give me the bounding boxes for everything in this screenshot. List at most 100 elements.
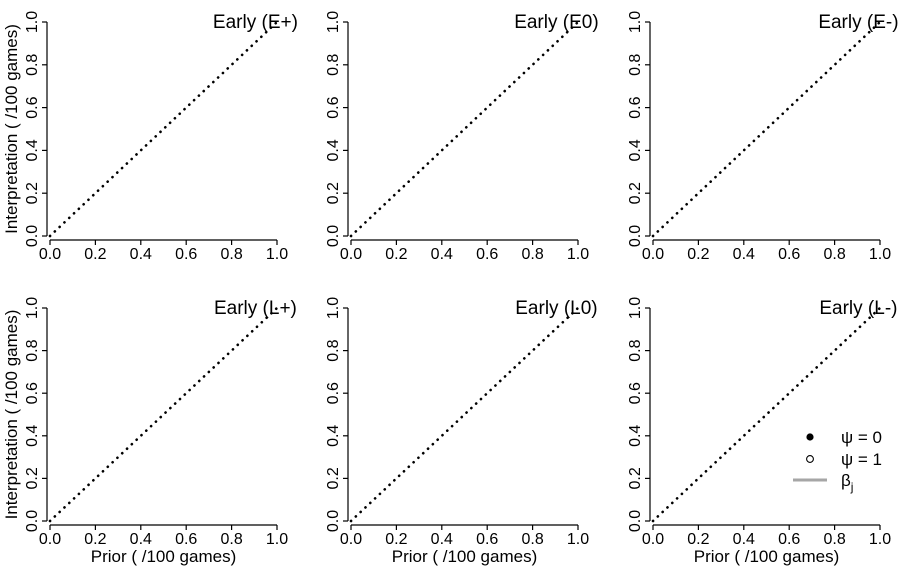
y-tick-label: 0.6: [627, 382, 644, 404]
legend-open-circle-marker: [806, 455, 814, 463]
x-tick-label: 0.8: [823, 531, 845, 548]
legend-label-main: β: [841, 471, 851, 490]
x-tick-label: 0.8: [521, 246, 543, 263]
identity-dotted-line: [48, 20, 279, 238]
y-tick-label: 0.6: [325, 382, 342, 404]
y-tick-label: 0.8: [24, 54, 41, 76]
legend-label-main: ψ = 1: [841, 450, 882, 469]
x-tick-label: 0.6: [778, 246, 800, 263]
y-tick-label: 0.6: [24, 382, 41, 404]
x-tick-label: 0.6: [476, 246, 498, 263]
x-axis-title: Prior ( /100 games): [694, 547, 840, 566]
identity-dotted-line: [651, 306, 882, 523]
x-tick-label: 1.0: [567, 531, 589, 548]
x-axis-title: Prior ( /100 games): [91, 547, 237, 566]
legend-label-main: ψ = 0: [841, 428, 882, 447]
y-tick-label: 0.6: [325, 96, 342, 118]
x-tick-label: 0.0: [39, 531, 61, 548]
y-tick-label: 0.2: [627, 182, 644, 204]
legend-label: βj: [841, 471, 853, 494]
y-tick-label: 0.4: [24, 425, 41, 447]
y-tick-label: 0.2: [627, 467, 644, 489]
y-tick-label: 0.0: [627, 225, 644, 247]
y-tick-label: 0.8: [627, 54, 644, 76]
panel-title: Early (E0): [514, 12, 598, 33]
x-tick-label: 0.2: [385, 531, 407, 548]
x-axis-title: Prior ( /100 games): [392, 547, 538, 566]
y-tick-label: 0.8: [627, 339, 644, 361]
x-tick-label: 0.4: [130, 531, 152, 548]
y-tick-label: 0.2: [24, 182, 41, 204]
x-tick-label: 0.2: [687, 531, 709, 548]
x-tick-label: 0.4: [431, 531, 453, 548]
chart-panel-1: 0.0 0.2 0.4 0.6 0.8 1.00.00.20.40.60.81.0Inte…: [2, 11, 298, 263]
y-tick-label: 0.6: [627, 96, 644, 118]
y-tick-label: 1.0: [627, 11, 644, 33]
x-tick-label: 1.0: [266, 246, 288, 263]
x-tick-label: 0.2: [687, 246, 709, 263]
chart-panel-2: 0.0 0.2 0.4 0.6 0.8 1.0 0.0 0.2 0.4 0.6 0.8 1.0 Earl…: [325, 11, 599, 263]
legend-label: ψ = 0: [841, 428, 882, 447]
x-tick-label: 0.4: [733, 246, 755, 263]
chart-panel-4: 0.0 0.2 0.4 0.6 0.8 1.00.00.20.40.60.81.0Inte…: [2, 297, 297, 566]
y-tick-label: 1.0: [24, 11, 41, 33]
legend-label-subscript: j: [850, 480, 854, 494]
x-tick-label: 0.8: [823, 246, 845, 263]
panel-title: Early (L-): [819, 298, 897, 319]
y-axis-title: Interpretation ( /100 games): [2, 24, 21, 234]
x-tick-label: 1.0: [869, 246, 891, 263]
x-tick-label: 0.6: [778, 531, 800, 548]
y-tick-label: 0.2: [24, 467, 41, 489]
legend: ψ = 0 ψ = 1 βj: [793, 428, 882, 494]
y-tick-label: 0.4: [24, 139, 41, 161]
y-tick-label: 0.0: [627, 510, 644, 532]
x-tick-label: 0.0: [340, 531, 362, 548]
x-tick-label: 1.0: [266, 531, 288, 548]
x-tick-label: 0.8: [521, 531, 543, 548]
panel-title: Early (L0): [515, 298, 597, 319]
identity-dotted-line: [651, 20, 882, 238]
y-tick-label: 1.0: [325, 297, 342, 319]
x-tick-label: 0.4: [130, 246, 152, 263]
y-tick-label: 0.0: [24, 510, 41, 532]
y-tick-label: 1.0: [325, 11, 342, 33]
y-tick-label: 1.0: [24, 297, 41, 319]
y-tick-label: 0.0: [24, 225, 41, 247]
x-tick-label: 0.2: [84, 531, 106, 548]
x-tick-label: 0.8: [220, 246, 242, 263]
x-tick-label: 0.0: [642, 246, 664, 263]
identity-dotted-line: [349, 20, 580, 238]
y-tick-label: 0.6: [24, 96, 41, 118]
x-tick-label: 0.0: [39, 246, 61, 263]
identity-dotted-line: [349, 306, 580, 523]
y-axis-title: Interpretation ( /100 games): [2, 310, 21, 520]
x-tick-label: 0.0: [340, 246, 362, 263]
panel-title: Early (L+): [214, 298, 297, 319]
y-tick-label: 0.8: [325, 339, 342, 361]
chart-panel-5: 0.0 0.2 0.4 0.6 0.8 1.0 0.0 0.2 0.4 0.6 0.8 1.0 Prio…: [325, 297, 598, 566]
legend-label: ψ = 1: [841, 450, 882, 469]
y-tick-label: 0.8: [24, 339, 41, 361]
y-tick-label: 0.4: [325, 139, 342, 161]
y-tick-label: 0.2: [325, 467, 342, 489]
legend-filled-circle-marker: [806, 433, 814, 441]
y-tick-label: 0.4: [627, 139, 644, 161]
y-tick-label: 0.0: [325, 510, 342, 532]
chart-panel-6: 0.0 0.2 0.4 0.6 0.8 1.0 0.0 0.2 0.4 0.6 0.8 1.0 Prio…: [627, 297, 897, 566]
x-tick-label: 0.4: [733, 531, 755, 548]
y-tick-label: 0.4: [627, 425, 644, 447]
x-tick-label: 0.6: [175, 246, 197, 263]
x-tick-label: 0.4: [431, 246, 453, 263]
x-tick-label: 0.2: [385, 246, 407, 263]
panel-title: Early (E+): [213, 12, 298, 33]
y-tick-label: 0.2: [325, 182, 342, 204]
y-tick-label: 0.8: [325, 54, 342, 76]
x-tick-label: 0.8: [220, 531, 242, 548]
panel-title: Early (E-): [818, 12, 898, 33]
x-tick-label: 0.2: [84, 246, 106, 263]
y-tick-label: 1.0: [627, 297, 644, 319]
y-tick-label: 0.4: [325, 425, 342, 447]
x-tick-label: 1.0: [567, 246, 589, 263]
x-tick-label: 0.6: [175, 531, 197, 548]
